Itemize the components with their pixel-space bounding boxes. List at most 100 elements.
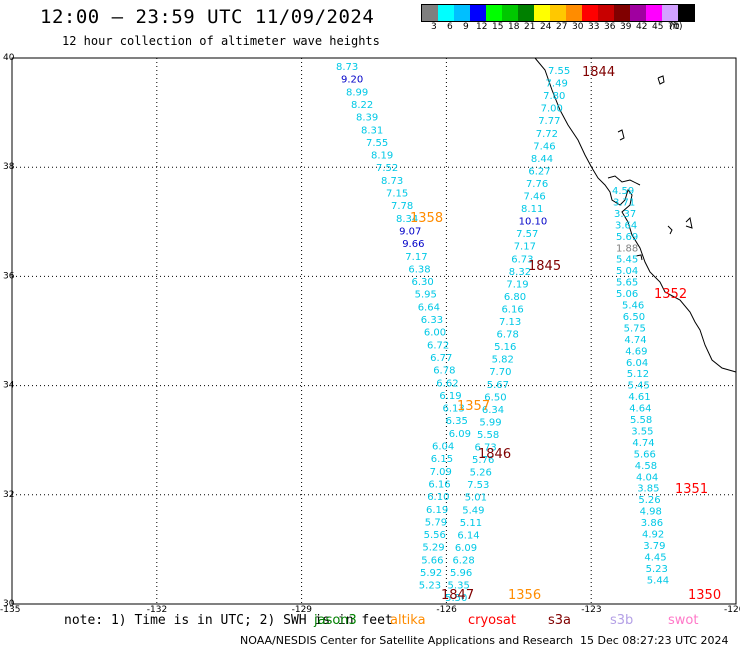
colorbar-label: 24 <box>540 22 552 32</box>
pass-time-label: 1847 <box>441 588 474 603</box>
swh-value: 6.00 <box>424 328 446 339</box>
swh-value: 6.78 <box>433 366 455 377</box>
swh-value: 6.50 <box>484 392 506 403</box>
swh-value: 7.80 <box>543 91 565 102</box>
colorbar-label: 30 <box>572 22 584 32</box>
latitude-label: 40 <box>3 53 15 63</box>
swh-value: 8.32 <box>509 267 531 278</box>
swh-value: 7.13 <box>499 317 521 328</box>
wave-height-colorbar <box>421 4 695 22</box>
swh-value: 6.14 <box>457 530 479 541</box>
swh-value: 8.73 <box>336 62 358 73</box>
pass-time-label: 1352 <box>654 287 687 302</box>
swh-value: 1.88 <box>616 243 638 254</box>
latitude-label: 38 <box>3 162 15 172</box>
swh-value: 4.92 <box>642 530 664 541</box>
swh-value: 6.04 <box>626 358 648 369</box>
swh-value: 7.49 <box>546 79 568 90</box>
swh-value: 4.98 <box>640 507 662 518</box>
swh-value: 7.76 <box>526 179 548 190</box>
page-subtitle: 12 hour collection of altimeter wave hei… <box>62 34 380 48</box>
swh-value: 6.09 <box>455 543 477 554</box>
colorbar-swatch <box>518 5 534 21</box>
longitude-label: -129 <box>292 605 313 615</box>
swh-value: 9.07 <box>399 226 421 237</box>
swh-value: 3.64 <box>615 220 637 231</box>
pass-time-label: 1358 <box>410 211 443 226</box>
lake-outline <box>667 225 673 235</box>
swh-value: 6.64 <box>418 302 440 313</box>
swh-value: 5.23 <box>419 581 441 592</box>
colorbar-swatch <box>646 5 662 21</box>
swh-value: 6.72 <box>427 340 449 351</box>
colorbar-label: 70 <box>668 22 680 32</box>
swh-value: 5.45 <box>628 381 650 392</box>
swh-value: 5.11 <box>460 518 482 529</box>
swh-value: 7.70 <box>489 367 511 378</box>
swh-value: 6.10 <box>427 492 449 503</box>
swh-value: 4.74 <box>624 335 646 346</box>
colorbar-label: 42 <box>636 22 648 32</box>
swh-value: 5.92 <box>420 568 442 579</box>
swh-value: 3.37 <box>614 209 636 220</box>
longitude-label: -132 <box>147 605 167 615</box>
swh-value: 6.78 <box>497 330 519 341</box>
colorbar-swatch <box>438 5 454 21</box>
colorbar-label: 39 <box>620 22 632 32</box>
map-frame <box>11 57 737 605</box>
swh-value: 5.16 <box>494 342 516 353</box>
swh-value: 6.28 <box>452 555 474 566</box>
swh-value: 5.45 <box>616 255 638 266</box>
swh-value: 9.66 <box>402 239 424 250</box>
colorbar-swatch <box>678 5 694 21</box>
swh-value: 6.35 <box>446 416 468 427</box>
swh-value: 6.19 <box>426 505 448 516</box>
swh-value: 6.09 <box>449 429 471 440</box>
swh-value: 5.95 <box>415 290 437 301</box>
colorbar-label: 21 <box>524 22 536 32</box>
swh-value: 6.16 <box>428 479 450 490</box>
swh-value: 6.77 <box>430 353 452 364</box>
swh-value: 5.56 <box>424 530 446 541</box>
satellite-legend-item: swot <box>668 613 699 628</box>
swh-value: 3.71 <box>613 197 635 208</box>
satellite-legend-item: cryosat <box>468 613 516 628</box>
colorbar-label: 18 <box>508 22 520 32</box>
swh-value: 7.15 <box>386 189 408 200</box>
swh-value: 6.80 <box>504 292 526 303</box>
swh-value: 5.75 <box>624 323 646 334</box>
colorbar-swatch <box>582 5 598 21</box>
lake-outline <box>685 216 693 229</box>
swh-value: 3.86 <box>641 518 663 529</box>
swh-value: 9.20 <box>341 75 363 86</box>
swh-value: 7.78 <box>391 201 413 212</box>
swh-value: 5.69 <box>616 232 638 243</box>
swh-value: 5.04 <box>616 266 638 277</box>
swh-value: 5.50 <box>445 593 467 604</box>
colorbar-label: 3 <box>431 22 437 32</box>
swh-value: 5.49 <box>462 505 484 516</box>
swh-value: 5.99 <box>479 417 501 428</box>
swh-value: 5.66 <box>634 449 656 460</box>
swh-value: 5.67 <box>487 380 509 391</box>
swh-value: 5.35 <box>448 581 470 592</box>
swh-value: 8.44 <box>531 154 553 165</box>
colorbar-swatch <box>598 5 614 21</box>
lake-outline <box>657 75 665 85</box>
swh-value: 6.50 <box>623 312 645 323</box>
colorbar-label: 27 <box>556 22 568 32</box>
swh-value: 6.62 <box>436 378 458 389</box>
swh-value: 10.10 <box>519 217 548 228</box>
swh-value: 5.26 <box>470 468 492 479</box>
swh-value: 5.44 <box>647 575 669 586</box>
colorbar-swatch <box>422 5 438 21</box>
swh-value: 5.65 <box>616 278 638 289</box>
swh-value: 5.58 <box>630 415 652 426</box>
swh-value: 7.46 <box>524 192 546 203</box>
pass-time-label: 1844 <box>582 65 615 80</box>
swh-value: 7.72 <box>536 129 558 140</box>
page-title: 12:00 – 23:59 UTC 11/09/2024 <box>40 6 375 28</box>
swh-value: 7.53 <box>467 480 489 491</box>
swh-value: 6.33 <box>421 315 443 326</box>
latitude-label: 30 <box>3 599 15 609</box>
